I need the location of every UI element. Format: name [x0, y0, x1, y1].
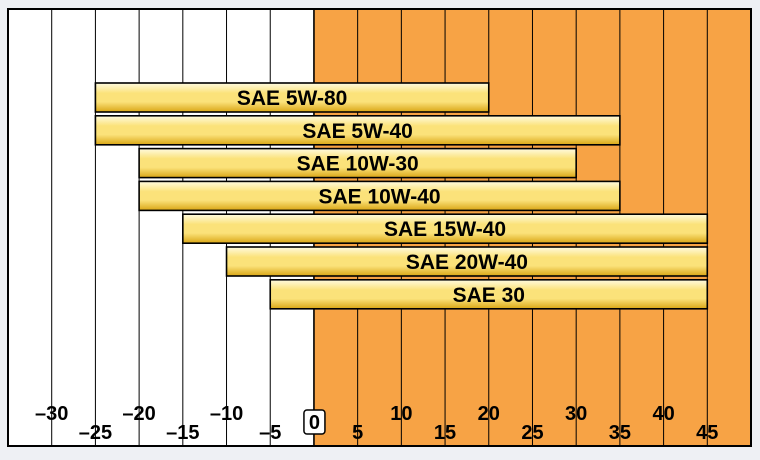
x-tick-label: 40	[652, 403, 674, 425]
viscosity-bar	[182, 213, 709, 244]
chart-border	[7, 8, 752, 447]
x-tick-label: 30	[565, 403, 587, 425]
x-tick-label: 10	[390, 403, 412, 425]
viscosity-bar	[138, 180, 621, 212]
x-tick-label: 25	[521, 422, 543, 444]
x-tick-label: 45	[696, 422, 718, 444]
x-tick-label: –20	[122, 403, 155, 425]
viscosity-bar	[138, 147, 577, 179]
bar-label: SAE 30	[453, 284, 525, 307]
bar-label: SAE 10W-30	[297, 153, 419, 176]
x-tick-label: 5	[352, 422, 363, 444]
x-tick-label: –5	[259, 422, 281, 444]
viscosity-bar	[94, 82, 490, 113]
x-tick-label: –30	[35, 403, 68, 425]
zero-label: 0	[309, 412, 320, 434]
x-tick-label: 15	[434, 422, 456, 444]
bar-label: SAE 10W-40	[318, 185, 440, 208]
x-tick-label: 20	[478, 403, 500, 425]
bar-label: SAE 5W-40	[302, 120, 412, 143]
x-tick-label: –25	[79, 422, 112, 444]
bar-label: SAE 15W-40	[384, 218, 506, 241]
zero-label-box	[303, 409, 326, 435]
x-tick-label: –15	[166, 422, 199, 444]
viscosity-bar	[225, 246, 709, 277]
bar-label: SAE 5W-80	[237, 87, 347, 110]
viscosity-bar	[269, 278, 709, 310]
x-tick-label: 35	[609, 422, 631, 444]
viscosity-bar	[94, 115, 621, 146]
x-tick-label: –10	[210, 403, 243, 425]
bar-label: SAE 20W-40	[406, 251, 528, 274]
